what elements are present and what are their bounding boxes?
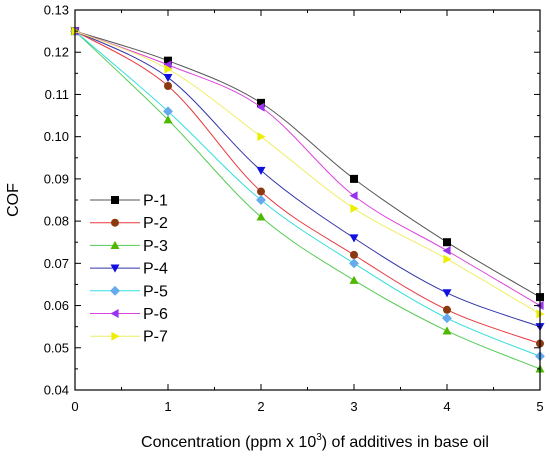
data-point-p-4 bbox=[349, 234, 359, 243]
legend-marker-p-5 bbox=[110, 285, 120, 296]
x-tick-label: 4 bbox=[443, 399, 450, 414]
series-layer bbox=[70, 26, 545, 373]
data-point-p-7 bbox=[443, 254, 452, 264]
x-tick-label: 1 bbox=[164, 399, 171, 414]
data-point-p-6 bbox=[163, 60, 172, 70]
y-tick-label: 0.05 bbox=[44, 340, 69, 355]
legend-label-p-5: P-5 bbox=[143, 283, 168, 300]
x-axis-title-main: Concentration (ppm x 10 bbox=[141, 434, 316, 451]
axes-layer: 0 1 2 3 4 5 0.04 0.05 0.06 0.07 0.08 0.09 0.10 0.11 0.… bbox=[44, 3, 544, 415]
legend-label-p-6: P-6 bbox=[143, 306, 168, 323]
x-tick-label: 2 bbox=[257, 399, 264, 414]
y-tick-label: 0.12 bbox=[44, 45, 69, 60]
y-tick-label: 0.09 bbox=[44, 171, 69, 186]
x-tick-label: 5 bbox=[536, 399, 543, 414]
data-point-p-5 bbox=[256, 195, 266, 205]
data-point-p-3 bbox=[256, 212, 266, 221]
data-point-p-1 bbox=[257, 98, 265, 107]
series-p-2 bbox=[71, 27, 544, 348]
data-point-p-4 bbox=[442, 289, 452, 298]
legend-label-p-3: P-3 bbox=[143, 238, 168, 255]
data-point-p-6 bbox=[256, 102, 265, 112]
data-point-p-5 bbox=[442, 313, 452, 324]
series-line-p-7 bbox=[74, 30, 541, 315]
data-point-p-2 bbox=[164, 82, 172, 90]
data-point-p-7 bbox=[164, 64, 173, 74]
y-tick-label: 0.06 bbox=[44, 298, 69, 313]
data-point-p-3 bbox=[163, 115, 173, 124]
data-point-p-4 bbox=[256, 166, 266, 175]
legend-item-p-1: P-1 bbox=[90, 193, 168, 210]
data-point-p-2 bbox=[257, 187, 265, 196]
legend-marker-p-6 bbox=[110, 309, 119, 318]
series-line-p-3 bbox=[74, 30, 541, 370]
y-tick-label: 0.07 bbox=[44, 256, 69, 271]
legend-item-p-2: P-2 bbox=[90, 215, 168, 232]
legend-marker-p-3 bbox=[110, 240, 120, 249]
x-tick-label: 0 bbox=[71, 399, 78, 414]
legend-item-p-3: P-3 bbox=[90, 238, 168, 255]
legend-item-p-5: P-5 bbox=[90, 283, 168, 300]
series-line-p-5 bbox=[74, 30, 541, 357]
data-point-p-6 bbox=[349, 191, 358, 201]
legend-label-p-7: P-7 bbox=[143, 329, 168, 346]
legend-label-p-4: P-4 bbox=[143, 261, 168, 278]
x-axis-title-superscript: 3 bbox=[316, 432, 322, 443]
data-point-p-4 bbox=[163, 73, 173, 83]
data-point-p-7 bbox=[257, 132, 266, 142]
legend-item-p-6: P-6 bbox=[90, 306, 168, 323]
legend-marker-p-2 bbox=[111, 218, 119, 227]
legend-item-p-7: P-7 bbox=[90, 329, 168, 346]
data-point-p-7 bbox=[350, 203, 359, 213]
data-point-p-5 bbox=[163, 106, 173, 117]
legend-label-p-2: P-2 bbox=[143, 215, 168, 232]
legend-marker-p-1 bbox=[111, 196, 119, 204]
data-point-p-5 bbox=[349, 258, 359, 269]
data-point-p-6 bbox=[442, 246, 451, 256]
y-tick-label: 0.13 bbox=[44, 3, 69, 18]
y-tick-label: 0.04 bbox=[44, 383, 69, 398]
legend: P-1 P-2 P-3 P-4 P-5 P-6 P-7 bbox=[90, 193, 168, 346]
legend-label-p-1: P-1 bbox=[143, 193, 168, 210]
y-tick-label: 0.08 bbox=[44, 214, 69, 229]
x-axis-title: Concentration (ppm x 103) of additives i… bbox=[141, 432, 489, 451]
x-tick-label: 3 bbox=[350, 399, 357, 414]
data-point-p-3 bbox=[442, 326, 452, 335]
data-point-p-1 bbox=[164, 56, 172, 65]
legend-item-p-4: P-4 bbox=[90, 261, 168, 278]
data-point-p-2 bbox=[443, 305, 451, 314]
data-point-p-3 bbox=[349, 275, 359, 284]
legend-marker-p-4 bbox=[110, 264, 120, 273]
y-tick-label: 0.10 bbox=[44, 129, 69, 144]
y-axis-title: COF bbox=[5, 183, 22, 217]
data-point-p-2 bbox=[350, 250, 358, 259]
y-tick-label: 0.11 bbox=[45, 87, 69, 102]
x-axis-title-tail: ) of additives in base oil bbox=[322, 434, 489, 451]
legend-marker-p-7 bbox=[111, 331, 120, 341]
data-point-p-1 bbox=[443, 238, 451, 247]
data-point-p-1 bbox=[350, 174, 358, 183]
